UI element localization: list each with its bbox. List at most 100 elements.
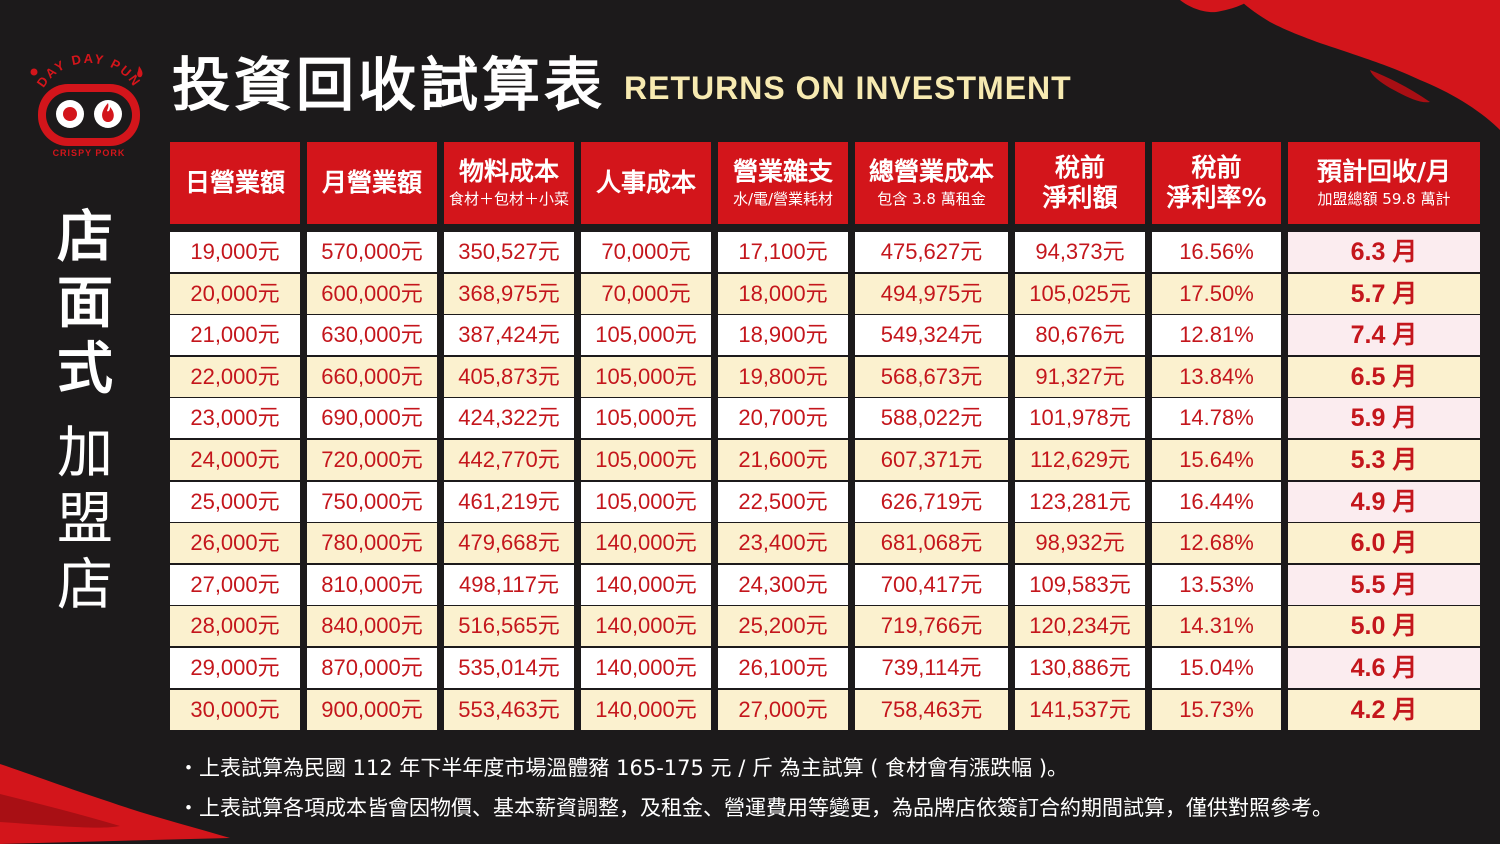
column-header: 人事成本 [581, 142, 711, 224]
table-cell: 70,000元 [581, 232, 711, 272]
payback-months-cell: 7.4 月 [1288, 315, 1480, 356]
table-cell: 870,000元 [307, 648, 437, 688]
table-cell: 549,324元 [855, 315, 1008, 356]
table-cell: 24,000元 [170, 440, 300, 480]
table-cell: 18,900元 [718, 315, 848, 356]
table-cell: 25,000元 [170, 481, 300, 522]
table-cell: 17.50% [1152, 273, 1281, 314]
table-cell: 588,022元 [855, 398, 1008, 439]
table-cell: 690,000元 [307, 398, 437, 439]
column-header-label: 物料成本 [458, 157, 559, 186]
column-header-label: 總營業成本 [868, 157, 994, 186]
red-brush-splash-top-right [1180, 0, 1500, 130]
table-cell: 810,000元 [307, 564, 437, 605]
table-cell: 105,025元 [1015, 273, 1145, 314]
table-cell: 700,417元 [855, 564, 1008, 605]
table-cell: 13.84% [1152, 356, 1281, 397]
column-header-label: 稅前 淨利率% [1166, 153, 1267, 212]
table-cell: 739,114元 [855, 648, 1008, 688]
table-cell: 720,000元 [307, 440, 437, 480]
table-cell: 387,424元 [444, 315, 574, 356]
table-cell: 22,000元 [170, 356, 300, 397]
table-cell: 15.64% [1152, 440, 1281, 480]
table-cell: 94,373元 [1015, 232, 1145, 272]
payback-months-cell: 5.3 月 [1288, 440, 1480, 480]
table-cell: 350,527元 [444, 232, 574, 272]
table-cell: 21,600元 [718, 440, 848, 480]
table-cell: 29,000元 [170, 648, 300, 688]
table-cell: 498,117元 [444, 564, 574, 605]
table-cell: 14.78% [1152, 398, 1281, 439]
payback-months-cell: 5.7 月 [1288, 273, 1480, 314]
table-cell: 479,668元 [444, 523, 574, 564]
table-cell: 14.31% [1152, 606, 1281, 647]
column-header: 日營業額 [170, 142, 300, 224]
table-cell: 19,000元 [170, 232, 300, 272]
payback-months-cell: 5.0 月 [1288, 606, 1480, 647]
table-cell: 405,873元 [444, 356, 574, 397]
table-row: 25,000元 750,000元 461,219元 105,000元 22,500元 62… [170, 481, 1480, 522]
table-cell: 516,565元 [444, 606, 574, 647]
table-cell: 80,676元 [1015, 315, 1145, 356]
payback-months-cell: 4.9 月 [1288, 481, 1480, 522]
table-cell: 681,068元 [855, 523, 1008, 564]
column-header-note: 水/電/營業耗材 [732, 190, 834, 208]
footnote: ・上表試算各項成本皆會因物價、基本薪資調整，及租金、營運費用等變更，為品牌店依簽… [178, 796, 1333, 820]
table-cell: 26,100元 [718, 648, 848, 688]
table-cell: 15.04% [1152, 648, 1281, 688]
store-type-label: 店 面 式 加 盟 店 [50, 205, 120, 619]
table-cell: 123,281元 [1015, 481, 1145, 522]
table-cell: 140,000元 [581, 648, 711, 688]
payback-months-cell: 6.5 月 [1288, 356, 1480, 397]
payback-months-cell: 6.0 月 [1288, 523, 1480, 564]
column-header-label: 預計回收/月 [1316, 157, 1452, 186]
column-header: 預計回收/月 加盟總額 59.8 萬計 [1288, 142, 1480, 224]
column-header: 總營業成本 包含 3.8 萬租金 [855, 142, 1008, 224]
table-cell: 140,000元 [581, 689, 711, 730]
table-row: 27,000元 810,000元 498,117元 140,000元 24,300元 70… [170, 564, 1480, 605]
table-cell: 91,327元 [1015, 356, 1145, 397]
table-cell: 105,000元 [581, 440, 711, 480]
table-cell: 16.44% [1152, 481, 1281, 522]
brand-logo: DAY DAY PUN CRISPY PORK [24, 44, 154, 164]
payback-months-cell: 4.2 月 [1288, 689, 1480, 730]
table-cell: 105,000元 [581, 398, 711, 439]
table-cell: 27,000元 [170, 564, 300, 605]
column-header-label: 月營業額 [321, 168, 422, 197]
table-cell: 27,000元 [718, 689, 848, 730]
table-cell: 626,719元 [855, 481, 1008, 522]
table-cell: 900,000元 [307, 689, 437, 730]
table-row: 26,000元 780,000元 479,668元 140,000元 23,400元 68… [170, 523, 1480, 564]
table-cell: 368,975元 [444, 273, 574, 314]
roi-table: 日營業額 月營業額 物料成本 食材＋包材＋小菜 人事成本 營業雜支 水/電/營業耗材 總營業成… [170, 142, 1480, 732]
table-cell: 109,583元 [1015, 564, 1145, 605]
logo-bottom-text: CRISPY PORK [53, 148, 126, 158]
table-cell: 424,322元 [444, 398, 574, 439]
table-row: 20,000元 600,000元 368,975元 70,000元 18,000元 494… [170, 273, 1480, 314]
payback-months-cell: 5.9 月 [1288, 398, 1480, 439]
table-cell: 553,463元 [444, 689, 574, 730]
table-cell: 140,000元 [581, 523, 711, 564]
table-row: 19,000元 570,000元 350,527元 70,000元 17,100元 475… [170, 232, 1480, 272]
pig-snout-icon [56, 100, 84, 128]
table-cell: 120,234元 [1015, 606, 1145, 647]
table-cell: 130,886元 [1015, 648, 1145, 688]
payback-months-cell: 6.3 月 [1288, 232, 1480, 272]
page-subtitle-en: RETURNS ON INVESTMENT [624, 70, 1072, 106]
table-cell: 112,629元 [1015, 440, 1145, 480]
table-header-row: 日營業額 月營業額 物料成本 食材＋包材＋小菜 人事成本 營業雜支 水/電/營業耗材 總營業成… [170, 142, 1480, 224]
table-row: 21,000元 630,000元 387,424元 105,000元 18,900元 54… [170, 315, 1480, 356]
table-cell: 600,000元 [307, 273, 437, 314]
footnote: ・上表試算為民國 112 年下半年度市場溫體豬 165-175 元 / 斤 為主… [178, 756, 1069, 780]
table-cell: 19,800元 [718, 356, 848, 397]
table-cell: 840,000元 [307, 606, 437, 647]
table-cell: 12.68% [1152, 523, 1281, 564]
column-header: 稅前 淨利率% [1152, 142, 1281, 224]
table-cell: 607,371元 [855, 440, 1008, 480]
column-header: 月營業額 [307, 142, 437, 224]
table-cell: 719,766元 [855, 606, 1008, 647]
table-cell: 12.81% [1152, 315, 1281, 356]
column-header: 稅前 淨利額 [1015, 142, 1145, 224]
table-cell: 660,000元 [307, 356, 437, 397]
table-cell: 494,975元 [855, 273, 1008, 314]
